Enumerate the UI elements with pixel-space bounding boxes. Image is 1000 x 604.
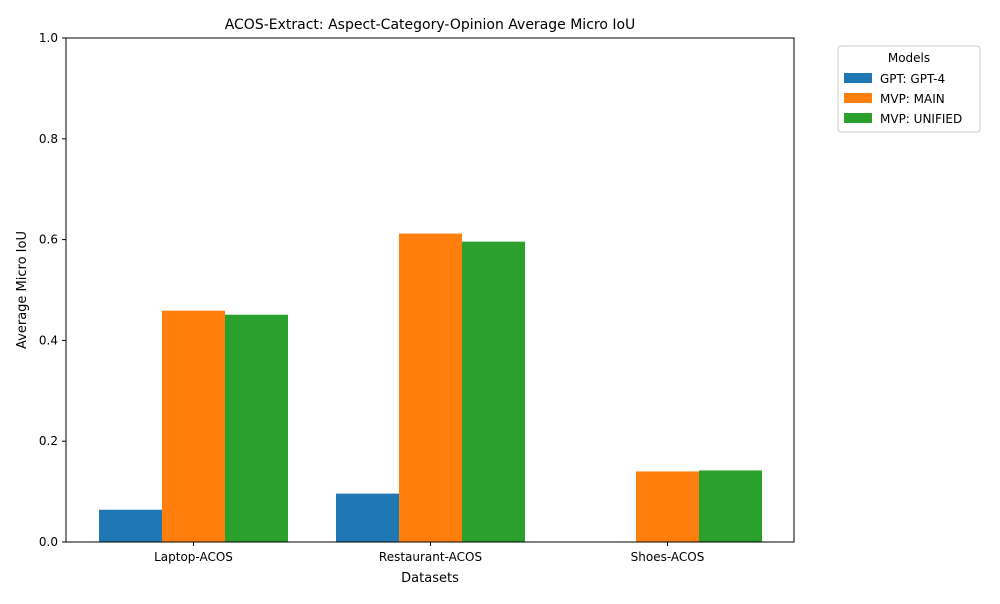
bar-restaurant-acos-mvp-main [399,233,462,542]
legend-entry-label: MVP: UNIFIED [880,112,962,126]
legend-swatch [844,73,872,83]
y-tick-label: 0.2 [39,434,58,448]
x-tick-label: Restaurant-ACOS [379,550,482,564]
y-axis: 0.0 0.2 0.4 0.6 0.8 1.0 [39,31,66,549]
x-tick-label: Shoes-ACOS [631,550,705,564]
bar-shoes-acos-mvp-main [636,471,699,542]
y-axis-label: Average Micro IoU [15,231,30,349]
x-axis-label: Datasets [401,571,459,586]
bar-laptop-acos-gpt-gpt-4 [99,509,162,542]
x-axis: Laptop-ACOS Restaurant-ACOS Shoes-ACOS [154,542,704,564]
bar-laptop-acos-mvp-unified [225,314,288,542]
legend-title: Models [888,51,930,65]
y-tick-label: 0.0 [39,535,58,549]
chart-title: ACOS-Extract: Aspect-Category-Opinion Av… [225,17,636,33]
legend-swatch [844,93,872,103]
legend-box [837,45,981,133]
legend-entry-label: MVP: MAIN [880,92,945,106]
legend-entry-label: GPT: GPT-4 [880,72,945,86]
x-tick-label: Laptop-ACOS [154,550,233,564]
y-tick-label: 0.4 [39,333,58,347]
y-tick-label: 1.0 [39,31,58,45]
legend: Models GPT: GPT-4 MVP: MAIN MVP: UNIFIED [837,45,981,133]
bar-restaurant-acos-gpt-gpt-4 [336,493,399,542]
y-tick-label: 0.8 [39,132,58,146]
bar-shoes-acos-mvp-unified [699,470,762,542]
plot-area [65,37,795,543]
y-tick-label: 0.6 [39,233,58,247]
bar-restaurant-acos-mvp-unified [462,241,525,542]
legend-swatch [844,113,872,123]
bar-laptop-acos-mvp-main [162,310,225,542]
